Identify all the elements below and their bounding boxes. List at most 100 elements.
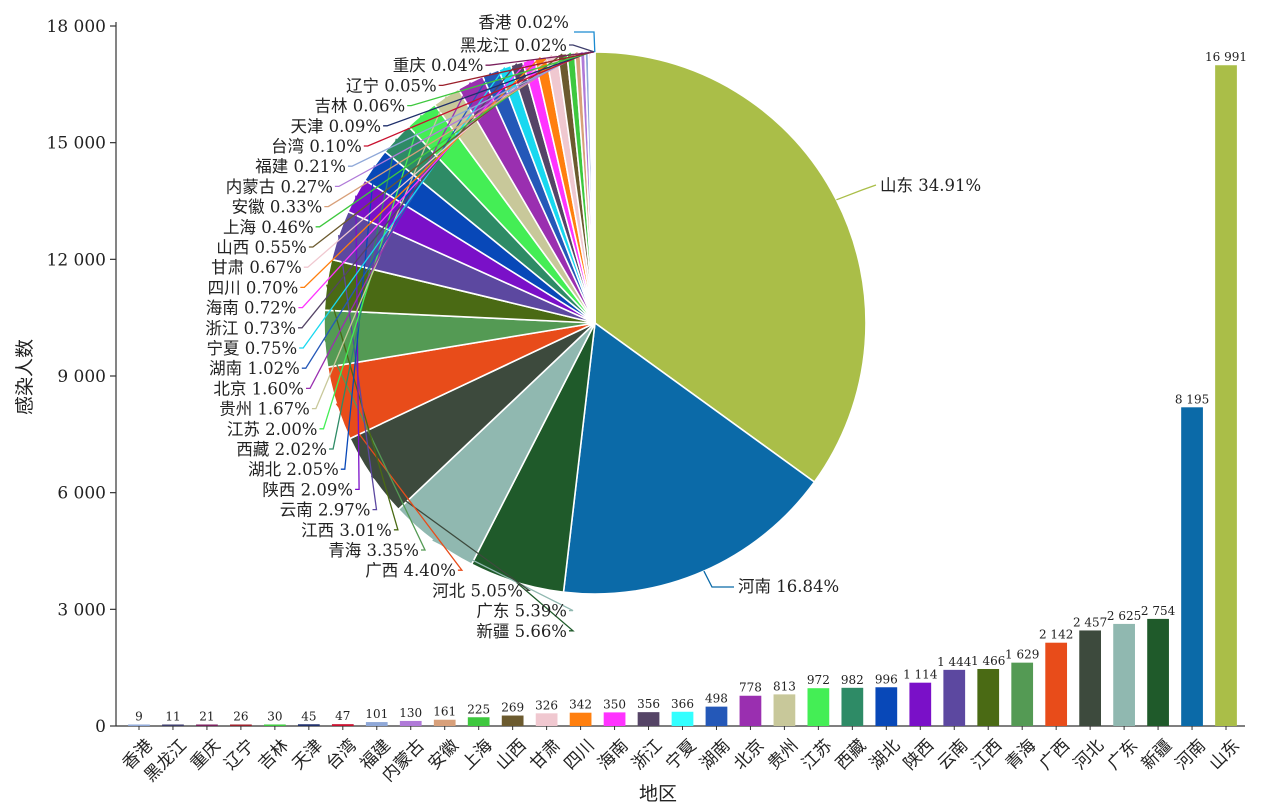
- pie-leader-line: [438, 51, 594, 87]
- pie-leader-line: [383, 51, 592, 127]
- bar-value-label: 366: [671, 697, 694, 711]
- x-tick-label: 甘肃: [526, 736, 564, 774]
- pie-leader-line: [303, 54, 553, 268]
- bar: [263, 724, 286, 726]
- x-tick-label: 天津: [289, 736, 327, 774]
- bar: [841, 687, 864, 726]
- pie-slice-label: 香港 0.02%: [478, 13, 569, 32]
- bar: [807, 688, 830, 726]
- bar: [297, 724, 320, 726]
- pie-slice-label: 辽宁 0.05%: [346, 76, 437, 95]
- bar: [1045, 642, 1068, 726]
- bar-value-label: 350: [603, 697, 626, 711]
- x-tick-label: 台湾: [323, 736, 361, 774]
- bar-value-label: 356: [637, 697, 660, 711]
- x-tick-label: 湖北: [866, 736, 904, 774]
- x-tick-label: 海南: [594, 736, 632, 774]
- x-tick-label: 吉林: [255, 736, 293, 774]
- bar: [399, 720, 422, 726]
- pie-slice-label: 四川 0.70%: [208, 278, 299, 297]
- x-tick-label: 青海: [1002, 736, 1040, 774]
- bar: [909, 682, 932, 726]
- bar: [875, 687, 898, 726]
- pie-slice-label: 天津 0.09%: [290, 117, 381, 136]
- x-tick-label: 山西: [492, 736, 530, 774]
- pie-slice-label: 浙江 0.73%: [205, 319, 296, 338]
- y-tick-label: 3 000: [57, 600, 106, 620]
- bar: [977, 668, 1000, 726]
- pie-leader-line: [319, 114, 422, 430]
- pie-leader-line: [308, 53, 563, 248]
- x-tick-label: 江苏: [798, 736, 836, 774]
- bar: [196, 724, 218, 726]
- pie-leader-line: [334, 51, 583, 188]
- pie-slice-label: 宁夏 0.75%: [206, 339, 297, 358]
- pie-slice-label: 江西 3.01%: [301, 521, 392, 540]
- pie-slice-label: 湖北 2.05%: [248, 460, 339, 479]
- bar: [501, 715, 524, 726]
- pie-slice-label: 吉林 0.06%: [315, 97, 406, 116]
- x-tick-label: 河南: [1172, 736, 1210, 774]
- pie-slice-label: 云南 2.97%: [280, 501, 371, 520]
- pie-slice-label: 内蒙古 0.27%: [226, 177, 333, 196]
- pie-leader-line: [515, 581, 575, 632]
- pie-slice-label: 上海 0.46%: [223, 218, 314, 237]
- bar-value-label: 11: [165, 710, 180, 724]
- bar: [637, 712, 660, 726]
- pie-slice-label: 安徽 0.33%: [232, 198, 323, 217]
- x-tick-label: 湖南: [696, 736, 734, 774]
- x-tick-label: 贵州: [764, 736, 802, 774]
- bar-value-label: 26: [233, 710, 248, 724]
- bar-value-label: 1 466: [971, 654, 1005, 668]
- pie-slice-label: 海南 0.72%: [206, 299, 297, 318]
- bar-value-label: 225: [467, 702, 490, 716]
- pie-slice-label: 陕西 2.09%: [262, 480, 353, 499]
- bar: [705, 706, 728, 726]
- bar: [1181, 407, 1203, 726]
- y-axis-label: 感染人数: [14, 339, 36, 415]
- bar-value-label: 130: [399, 706, 422, 720]
- bar-value-label: 269: [501, 701, 524, 715]
- bar-value-label: 45: [301, 709, 316, 723]
- bar: [1113, 623, 1135, 726]
- pie-leader-line: [363, 51, 590, 147]
- bar-value-label: 1 629: [1005, 648, 1039, 662]
- bar-value-label: 2 457: [1073, 615, 1107, 629]
- pie-slice-label: 台湾 0.10%: [271, 137, 362, 156]
- bar: [230, 724, 252, 726]
- x-tick-label: 江西: [968, 736, 1006, 774]
- bar-value-label: 16 991: [1205, 50, 1247, 64]
- pie-leader-line: [337, 235, 378, 511]
- pie-leader-line: [311, 96, 447, 410]
- bar-value-label: 813: [773, 679, 796, 693]
- bar-value-label: 778: [739, 681, 762, 695]
- x-tick-label: 广东: [1104, 736, 1142, 774]
- pie-slice-label: 重庆 0.04%: [393, 56, 484, 75]
- x-tick-label: 西藏: [832, 736, 870, 774]
- bar: [1079, 630, 1102, 726]
- y-tick-label: 9 000: [57, 367, 106, 387]
- bar-value-label: 101: [365, 707, 388, 721]
- x-tick-label: 山东: [1206, 736, 1244, 774]
- bar: [433, 719, 456, 726]
- x-tick-label: 河北: [1070, 736, 1108, 774]
- pie-leader-line: [485, 51, 595, 66]
- bar-value-label: 996: [875, 672, 898, 686]
- pie-slice-label: 青海 3.35%: [328, 541, 419, 560]
- pie-leader-line: [324, 52, 578, 208]
- bar: [365, 722, 388, 726]
- x-tick-label: 云南: [934, 736, 972, 774]
- bar: [943, 669, 966, 726]
- bar-value-label: 8 195: [1175, 392, 1209, 406]
- bar-value-label: 47: [335, 709, 350, 723]
- bar: [535, 713, 558, 726]
- bar: [773, 694, 796, 726]
- x-tick-label: 重庆: [187, 736, 225, 774]
- pie-chart: [323, 51, 867, 595]
- bar: [739, 695, 762, 726]
- pie-slice-label: 福建 0.21%: [255, 157, 346, 176]
- pie-leader-line: [569, 44, 595, 53]
- pie-slice-label: 江苏 2.00%: [227, 420, 318, 439]
- x-axis-label: 地区: [639, 783, 677, 805]
- bar-series: 9 11 21 26 30 45 47 101 130 161 225 269 326 342 350 356…: [128, 50, 1247, 726]
